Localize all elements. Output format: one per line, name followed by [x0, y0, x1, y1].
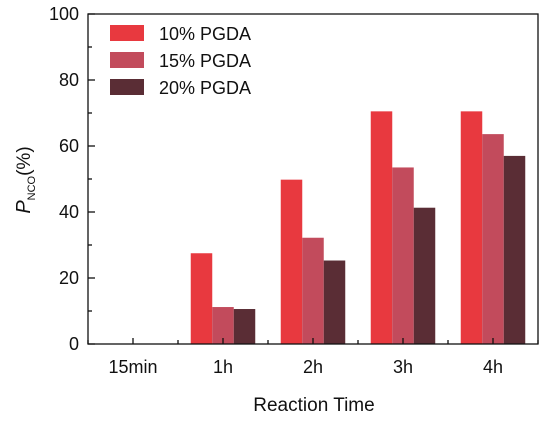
bar-4h-series-2 [482, 134, 504, 344]
legend-swatch-2 [110, 52, 144, 68]
bar-4h-series-1 [460, 111, 483, 344]
bar-2h-series-1 [280, 179, 303, 344]
bar-1h-series-2 [212, 307, 234, 344]
x-axis-title: Reaction Time [253, 395, 374, 416]
y-axis-title-unit: (%) [14, 146, 35, 176]
y-tick-label: 20 [59, 268, 79, 288]
bar-2h-series-2 [302, 237, 324, 344]
x-tick-label: 3h [393, 357, 413, 377]
y-axis-title-subscript: NCO [26, 175, 38, 200]
y-axis-title: PNCO(%) [13, 146, 38, 213]
x-tick-label: 15min [108, 357, 157, 377]
legend-label-2: 15% PGDA [159, 51, 251, 71]
legend: 10% PGDA 15% PGDA 20% PGDA [110, 24, 251, 98]
bar-1h-series-3 [233, 309, 256, 344]
y-tick-label: 80 [59, 70, 79, 90]
bar-2h-series-3 [323, 260, 346, 344]
axes-group: 0 20 40 60 80 100 15min 1h 2h 3h 4h [49, 4, 539, 377]
bar-3h-series-3 [413, 207, 436, 344]
y-axis-title-symbol: P [13, 200, 35, 214]
x-tick-label: 4h [483, 357, 503, 377]
legend-label-1: 10% PGDA [159, 24, 251, 44]
legend-swatch-3 [110, 79, 144, 95]
bar-3h-series-2 [392, 167, 414, 344]
y-tick-label: 40 [59, 202, 79, 222]
legend-label-3: 20% PGDA [159, 78, 251, 98]
bar-3h-series-1 [370, 111, 393, 344]
x-tick-label: 1h [213, 357, 233, 377]
bars-group [190, 111, 526, 344]
y-tick-label: 100 [49, 4, 79, 24]
bar-1h-series-1 [190, 253, 213, 344]
x-tick-label: 2h [303, 357, 323, 377]
bar-4h-series-3 [503, 155, 526, 344]
legend-swatch-1 [110, 25, 144, 41]
y-tick-label: 60 [59, 136, 79, 156]
y-tick-label: 0 [69, 334, 79, 354]
